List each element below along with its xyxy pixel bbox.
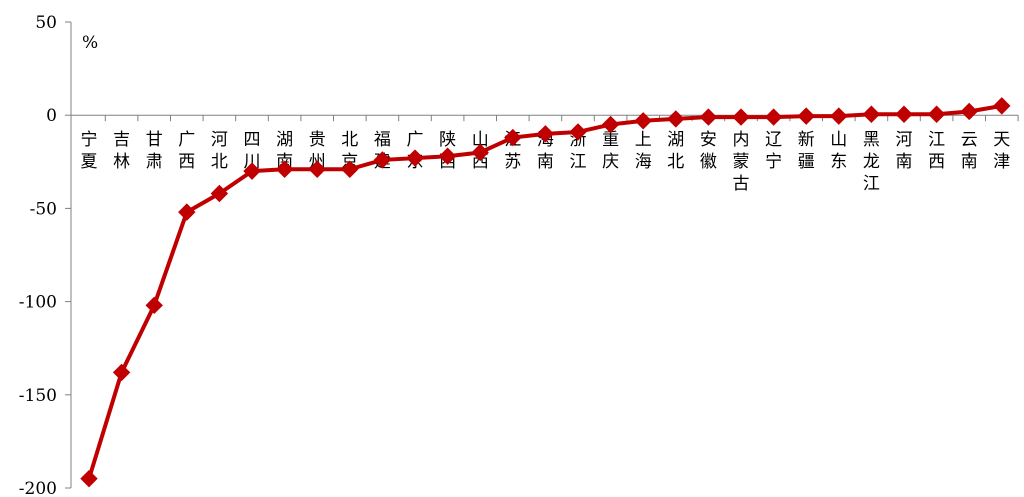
data-point-福建 <box>373 151 392 169</box>
data-point-海南 <box>536 125 555 143</box>
category-labels: 宁夏吉林甘肃广西河北四川湖南贵州北京福建广东陕西山西江苏海南浙江重庆上海湖北安徽… <box>81 130 1011 194</box>
category-label: 湖北 <box>667 130 684 172</box>
y-tick-label: -150 <box>19 386 57 406</box>
data-point-新疆 <box>797 107 815 125</box>
y-tick-label: -50 <box>30 199 57 219</box>
data-point-重庆 <box>601 115 620 134</box>
category-label: 宁夏 <box>81 130 98 172</box>
category-label: 内蒙古 <box>733 130 750 194</box>
category-label: 广西 <box>178 130 195 172</box>
data-point-辽宁 <box>764 108 783 126</box>
category-label: 山西 <box>472 130 489 172</box>
data-point-广西 <box>178 203 196 221</box>
y-tick-label: 0 <box>46 106 57 126</box>
category-label: 甘肃 <box>146 130 163 172</box>
data-point-河北 <box>210 184 229 203</box>
category-label: 江西 <box>928 130 945 172</box>
data-point-河南 <box>895 105 913 123</box>
data-point-吉林 <box>112 363 131 382</box>
data-point-甘肃 <box>145 296 163 315</box>
data-point-山西 <box>471 143 489 162</box>
category-label: 新疆 <box>798 130 815 172</box>
data-point-贵州 <box>308 160 326 178</box>
category-label: 天津 <box>993 130 1010 172</box>
data-point-天津 <box>993 97 1011 115</box>
series <box>80 97 1011 488</box>
data-point-上海 <box>634 112 652 130</box>
data-point-广东 <box>406 149 424 167</box>
data-point-四川 <box>243 162 261 180</box>
y-axis: 50 0 -50 -100 -150 -200 <box>19 13 72 497</box>
data-point-浙江 <box>569 123 587 141</box>
data-point-云南 <box>960 102 978 121</box>
y-tick-label: -200 <box>19 479 57 497</box>
data-point-内蒙古 <box>732 108 750 126</box>
y-tick-label: -100 <box>19 293 57 313</box>
category-label: 云南 <box>961 130 978 172</box>
data-point-湖南 <box>275 160 294 178</box>
category-label: 黑龙江 <box>863 130 880 194</box>
category-label: 吉林 <box>113 130 130 172</box>
category-label: 重庆 <box>602 130 619 172</box>
category-label: 河南 <box>896 130 913 172</box>
category-label: 安徽 <box>700 130 717 172</box>
data-point-陕西 <box>438 147 457 165</box>
data-point-宁夏 <box>80 469 98 488</box>
category-label: 上海 <box>635 130 652 172</box>
category-label: 山东 <box>830 130 847 172</box>
data-point-山东 <box>830 107 848 125</box>
y-tick-label: 50 <box>35 13 57 33</box>
data-point-江西 <box>927 105 946 123</box>
data-point-北京 <box>341 160 359 178</box>
data-point-湖北 <box>667 110 685 128</box>
data-point-安徽 <box>699 108 718 126</box>
category-label: 河北 <box>211 130 228 172</box>
unit-label: % <box>82 33 98 53</box>
data-point-黑龙江 <box>862 105 881 123</box>
data-point-江苏 <box>504 128 522 147</box>
category-label: 辽宁 <box>765 130 782 172</box>
